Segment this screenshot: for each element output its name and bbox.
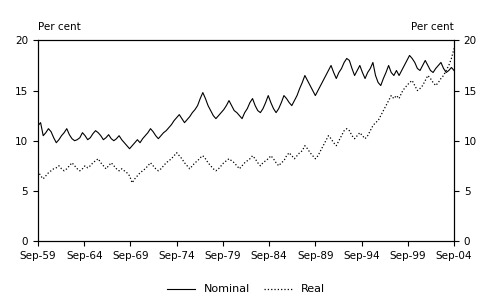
Real bbox=[155, 169, 161, 173]
Nominal bbox=[268, 101, 274, 105]
Nominal bbox=[155, 137, 161, 141]
Nominal bbox=[307, 84, 313, 87]
Text: Per cent: Per cent bbox=[38, 22, 81, 32]
Real bbox=[35, 169, 41, 173]
Nominal bbox=[406, 54, 412, 57]
Real bbox=[307, 151, 313, 155]
Real bbox=[378, 114, 384, 118]
Real bbox=[433, 84, 439, 87]
Line: Real: Real bbox=[38, 48, 454, 183]
Nominal bbox=[451, 69, 457, 72]
Nominal bbox=[435, 64, 441, 67]
Legend: Nominal, Real: Nominal, Real bbox=[167, 285, 325, 295]
Line: Nominal: Nominal bbox=[38, 55, 454, 149]
Text: Per cent: Per cent bbox=[411, 22, 454, 32]
Nominal bbox=[126, 147, 132, 151]
Real bbox=[129, 181, 135, 185]
Real bbox=[451, 47, 457, 50]
Nominal bbox=[35, 124, 41, 128]
Nominal bbox=[378, 84, 384, 87]
Real bbox=[119, 167, 124, 171]
Real bbox=[268, 154, 274, 158]
Nominal bbox=[119, 138, 124, 142]
